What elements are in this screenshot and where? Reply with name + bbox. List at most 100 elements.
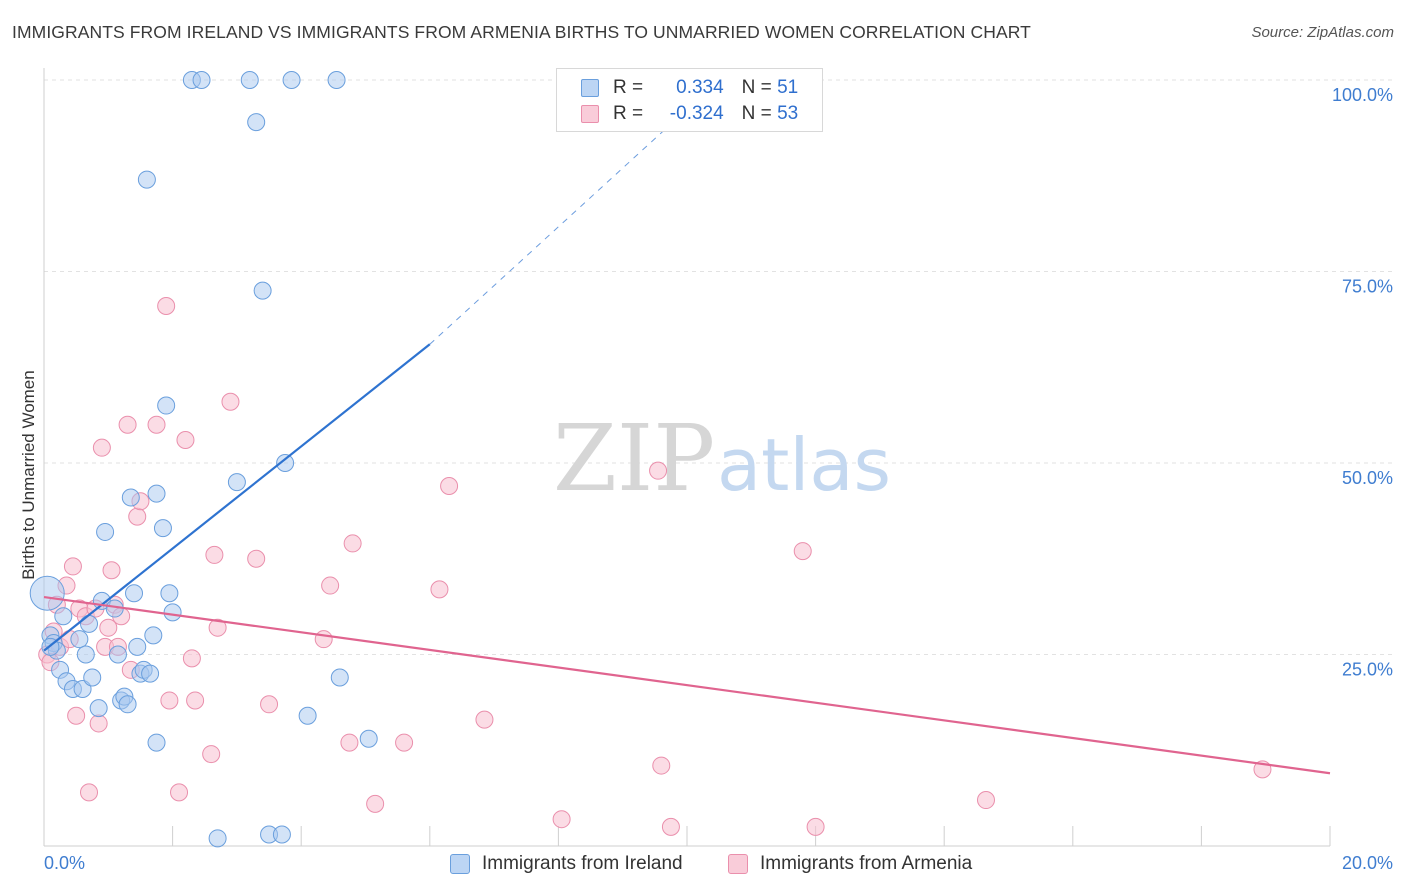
grid-layer [44, 79, 1395, 655]
ireland-point [76, 645, 95, 664]
x-tick-label: 20.0% [1342, 853, 1393, 873]
ireland-point [121, 488, 140, 507]
ireland-point [282, 71, 301, 89]
ireland-point [89, 699, 108, 718]
armenia-point [118, 415, 137, 434]
ireland-point [147, 733, 166, 752]
armenia-point [321, 576, 340, 595]
legend-r-value-ireland: 0.334 [676, 77, 724, 98]
armenia-point [649, 461, 668, 480]
ireland-point [276, 454, 295, 472]
ireland-point [298, 706, 317, 725]
legend-n-value-armenia: 53 [777, 103, 799, 124]
ireland-point [80, 614, 99, 633]
bottom-legend-ireland: Immigrants from Ireland [450, 852, 683, 876]
armenia-point [63, 557, 82, 576]
ireland-point [70, 630, 89, 649]
ireland-point [96, 522, 115, 541]
axis-layer [43, 68, 1331, 847]
legend-n-value-ireland: 51 [777, 77, 799, 98]
armenia-point [343, 534, 362, 553]
ireland-point [108, 645, 127, 664]
armenia-point [314, 630, 333, 649]
ireland-point [29, 575, 65, 611]
correlation-legend: R = 0.334 N = 51 R = -0.324 N = 53 [556, 68, 823, 132]
armenia-point [221, 392, 240, 411]
ireland-point [73, 679, 92, 698]
ireland-trend-line [43, 343, 431, 652]
armenia-point [176, 431, 195, 450]
armenia-point [260, 695, 279, 714]
armenia-point [395, 733, 414, 752]
ireland-point [83, 668, 102, 687]
armenia-point [440, 476, 459, 495]
ireland-point [118, 695, 137, 714]
armenia-trend-line [43, 595, 1331, 775]
y-tick-label: 75.0% [1342, 277, 1393, 297]
armenia-point [205, 545, 224, 564]
armenia-point [157, 296, 176, 315]
armenia-point [202, 745, 221, 764]
ireland-point [141, 664, 160, 683]
bottom-legend-label-ireland: Immigrants from Ireland [482, 853, 683, 874]
armenia-point [793, 542, 812, 561]
chart-title: IMMIGRANTS FROM IRELAND VS IMMIGRANTS FR… [12, 22, 1031, 42]
ireland-point [359, 729, 378, 748]
legend-r-label: R = [613, 103, 644, 124]
bottom-legend-label-armenia: Immigrants from Armenia [760, 853, 973, 874]
legend-swatch-ireland [581, 79, 599, 97]
armenia-point [186, 691, 205, 710]
ireland-point [240, 71, 259, 89]
ireland-point [125, 584, 144, 603]
armenia-point [89, 714, 108, 733]
armenia-point [99, 618, 118, 637]
ireland-point [128, 637, 147, 656]
armenia-point [247, 549, 266, 568]
legend-r-value-armenia: -0.324 [669, 103, 724, 124]
armenia-point [92, 438, 111, 457]
armenia-point [806, 817, 825, 836]
legend-row-ireland: R = 0.334 N = 51 [581, 76, 798, 100]
bottom-legend-swatch-ireland [450, 854, 470, 874]
ireland-point [192, 71, 211, 89]
armenia-point [147, 415, 166, 434]
y-tick-label: 25.0% [1342, 660, 1393, 680]
armenia-point [430, 580, 449, 599]
source-note: Source: ZipAtlas.com [1251, 24, 1394, 41]
series-ireland-points [29, 71, 378, 848]
series-armenia-points [38, 296, 1272, 836]
bottom-legend-armenia: Immigrants from Armenia [728, 852, 972, 876]
tick-label-layer: 25.0% 50.0% 75.0% 100.0% 0.0% 20.0% Births to … [19, 85, 1393, 873]
ireland-point [272, 825, 291, 844]
legend-n-label: N = [741, 77, 772, 98]
ireland-point [137, 170, 156, 189]
armenia-point [80, 783, 99, 802]
armenia-point [661, 817, 680, 836]
x-tick-label: 0.0% [44, 853, 85, 873]
legend-r-label: R = [613, 77, 644, 98]
armenia-point [182, 649, 201, 668]
y-axis-label: Births to Unmarried Women [19, 370, 38, 579]
ireland-point [54, 607, 73, 626]
ireland-point [227, 473, 246, 492]
ireland-point [160, 584, 179, 603]
watermark-zip: ZIP [553, 405, 715, 512]
ireland-point [163, 603, 182, 622]
armenia-point [475, 710, 494, 729]
ireland-point [153, 519, 172, 538]
ireland-point [253, 281, 272, 300]
ireland-point [330, 668, 349, 687]
armenia-point [170, 783, 189, 802]
ireland-point [327, 71, 346, 89]
armenia-point [976, 791, 995, 810]
armenia-point [340, 733, 359, 752]
ireland-point [144, 626, 163, 645]
armenia-point [160, 691, 179, 710]
armenia-point [208, 618, 227, 637]
armenia-point [552, 810, 571, 829]
watermark: ZIP atlas [553, 405, 891, 512]
ireland-point [208, 829, 227, 848]
ireland-point [147, 484, 166, 503]
armenia-point [366, 794, 385, 813]
armenia-point [128, 507, 147, 526]
